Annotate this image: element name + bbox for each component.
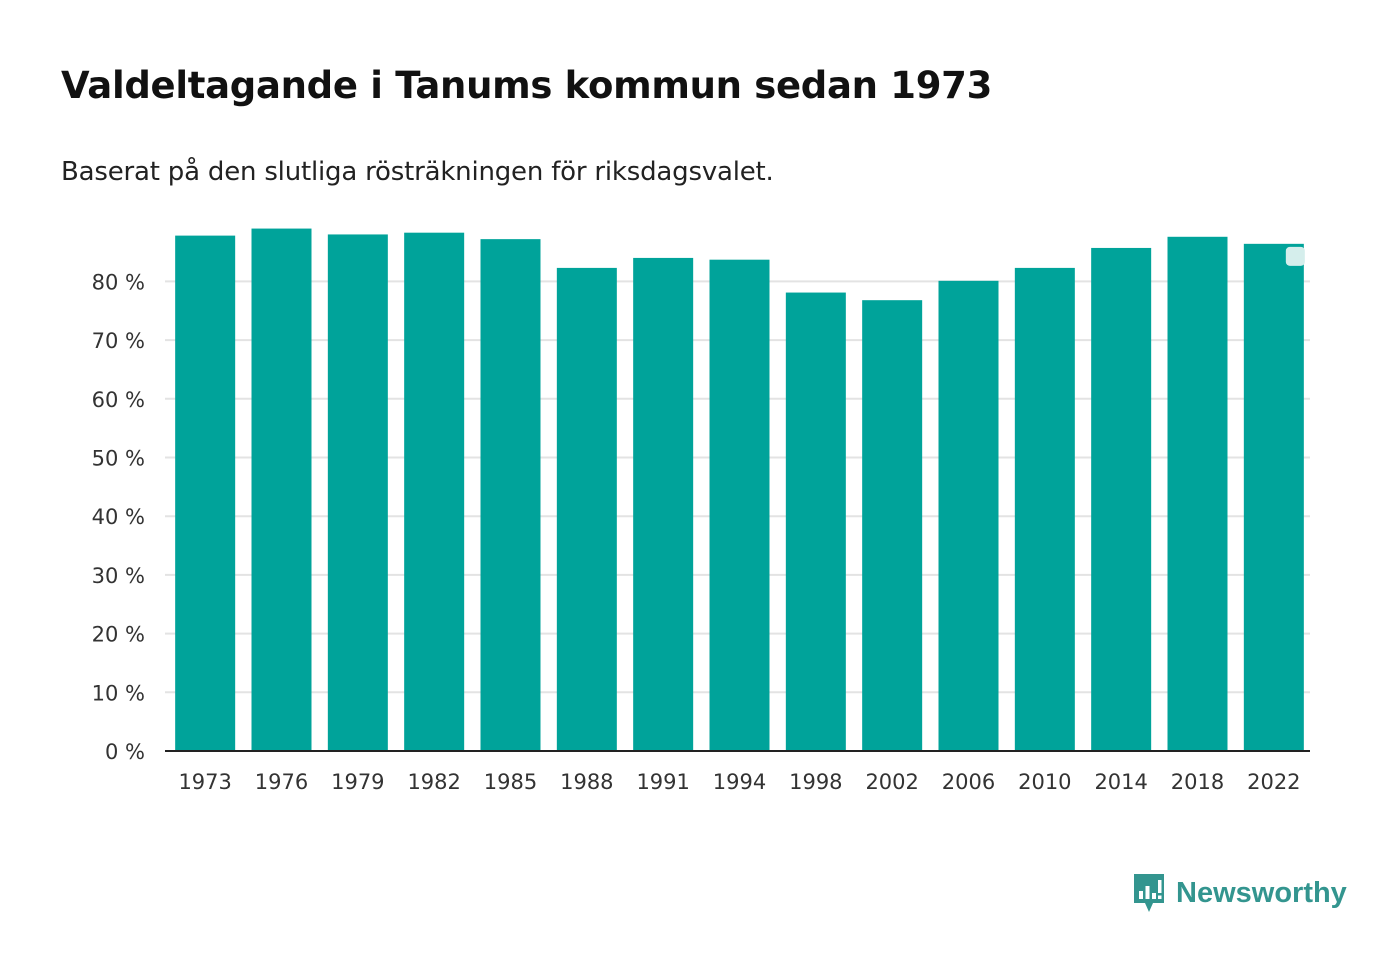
bar-chart: 0 % 10 % 20 % 30 % 40 % 50 % 60 % 70 % 80 % 1973… xyxy=(92,228,1310,794)
bar-1991 xyxy=(633,257,694,751)
x-axis-ticks: 1973 1976 1979 1982 1985 1988 1991 1994 1998 2002… xyxy=(178,770,1300,794)
y-tick-label: 40 % xyxy=(92,505,145,529)
x-tick-label: 1998 xyxy=(789,770,842,794)
bar-1976 xyxy=(251,228,312,751)
bar-2006 xyxy=(938,280,999,751)
y-axis-ticks: 0 % 10 % 20 % 30 % 40 % 50 % 60 % 70 % 80 % xyxy=(92,270,145,764)
x-tick-label: 1988 xyxy=(560,770,613,794)
x-tick-label: 2018 xyxy=(1171,770,1224,794)
y-tick-label: 20 % xyxy=(92,623,145,647)
bar-2002 xyxy=(862,300,923,751)
x-tick-label: 1985 xyxy=(484,770,537,794)
brand-logo: Newsworthy xyxy=(1132,872,1347,914)
brand-name: Newsworthy xyxy=(1176,876,1347,909)
bar-2018 xyxy=(1167,236,1228,752)
newsworthy-logo-icon xyxy=(1134,874,1164,912)
x-tick-label: 1982 xyxy=(407,770,460,794)
bar-1994 xyxy=(709,259,770,751)
x-tick-label: 2014 xyxy=(1094,770,1147,794)
bar-2010 xyxy=(1014,267,1075,751)
y-tick-label: 70 % xyxy=(92,329,145,353)
bar-1979 xyxy=(327,234,388,751)
x-tick-label: 1994 xyxy=(713,770,766,794)
x-tick-label: 1973 xyxy=(178,770,231,794)
bar-1988 xyxy=(556,267,617,751)
bars xyxy=(175,228,1304,752)
bar-2014 xyxy=(1091,247,1152,752)
bar-1973 xyxy=(175,235,236,751)
x-tick-label: 2010 xyxy=(1018,770,1071,794)
x-tick-label: 1976 xyxy=(255,770,308,794)
x-tick-label: 1991 xyxy=(636,770,689,794)
y-tick-label: 60 % xyxy=(92,388,145,412)
x-tick-label: 2006 xyxy=(942,770,995,794)
chart-subtitle: Baserat på den slutliga rösträkningen fö… xyxy=(61,157,774,187)
bar-2022 xyxy=(1243,243,1304,751)
bar-1982 xyxy=(404,232,465,751)
y-tick-label: 0 % xyxy=(105,740,145,764)
bar-1985 xyxy=(480,239,541,752)
x-tick-label: 2022 xyxy=(1247,770,1300,794)
highlight-marker xyxy=(1285,246,1305,266)
x-tick-label: 1979 xyxy=(331,770,384,794)
bar-1998 xyxy=(785,292,846,751)
y-tick-label: 30 % xyxy=(92,564,145,588)
y-tick-label: 50 % xyxy=(92,447,145,471)
x-tick-label: 2002 xyxy=(865,770,918,794)
chart-title: Valdeltagande i Tanums kommun sedan 1973 xyxy=(61,64,993,107)
y-tick-label: 80 % xyxy=(92,270,145,294)
y-tick-label: 10 % xyxy=(92,681,145,705)
